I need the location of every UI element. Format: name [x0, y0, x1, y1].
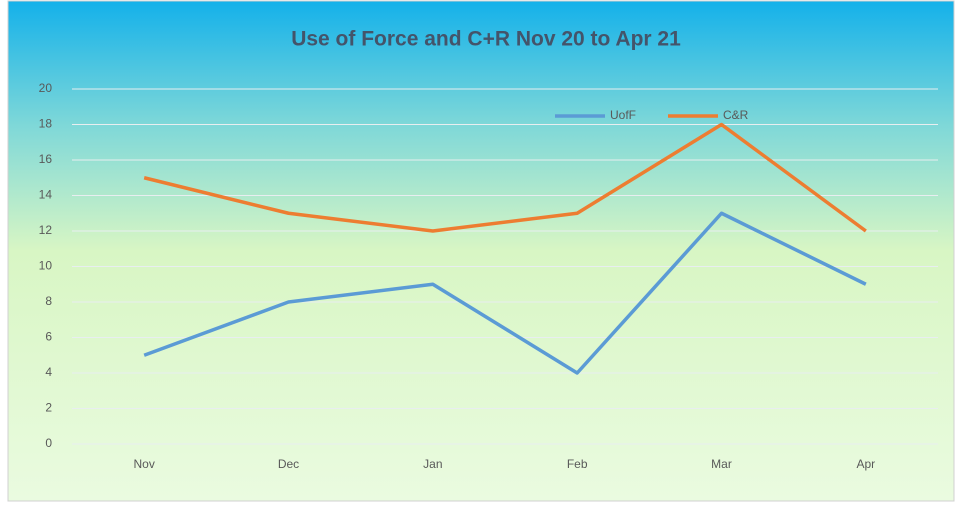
y-tick-label: 4 [45, 365, 52, 379]
legend-label: UofF [610, 108, 636, 122]
y-tick-label: 18 [39, 117, 53, 131]
x-tick-label: Nov [133, 457, 154, 471]
y-tick-label: 20 [39, 81, 53, 95]
y-tick-label: 0 [45, 436, 52, 450]
x-tick-label: Mar [711, 457, 732, 471]
x-tick-label: Dec [278, 457, 299, 471]
y-tick-label: 2 [45, 401, 52, 415]
series-line [143, 211, 867, 375]
legend-label: C&R [723, 108, 749, 122]
x-tick-label: Feb [567, 457, 588, 471]
chart-background [7, 0, 955, 502]
y-tick-label: 6 [45, 330, 52, 344]
x-tick-label: Jan [423, 457, 442, 471]
y-tick-label: 10 [39, 259, 53, 273]
y-tick-label: 14 [39, 188, 53, 202]
y-tick-label: 12 [39, 223, 53, 237]
y-tick-label: 8 [45, 294, 52, 308]
series-line [143, 122, 867, 233]
x-tick-label: Apr [856, 457, 875, 471]
chart-title: Use of Force and C+R Nov 20 to Apr 21 [291, 28, 681, 51]
y-tick-label: 16 [39, 152, 53, 166]
